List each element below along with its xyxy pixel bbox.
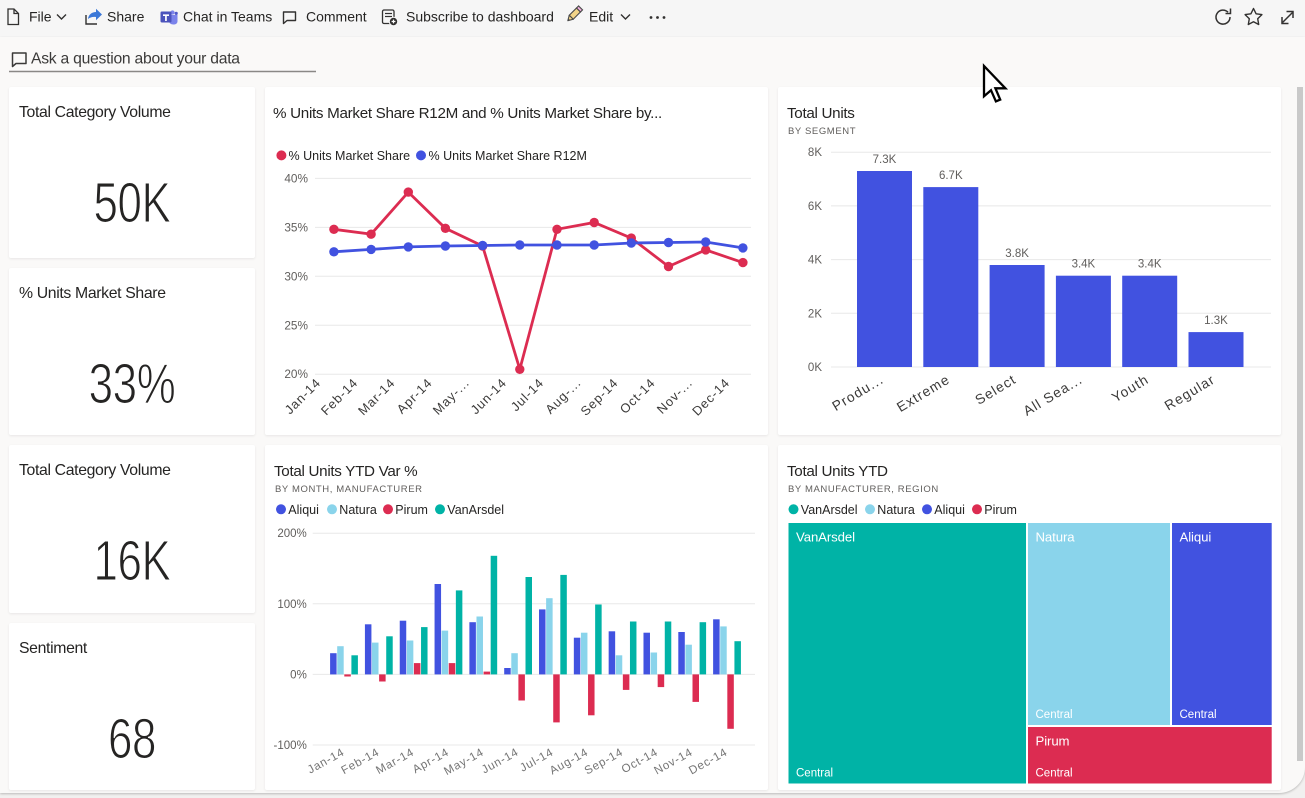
svg-text:20%: 20% [284,367,308,381]
svg-text:Youth: Youth [1109,372,1151,406]
svg-text:Natura: Natura [339,503,377,517]
svg-text:Edit: Edit [589,9,613,25]
svg-text:Natura: Natura [1036,530,1076,545]
svg-text:200%: 200% [277,528,306,540]
svg-text:Mar-14: Mar-14 [355,375,398,418]
svg-text:Select: Select [973,372,1019,408]
svg-text:File: File [29,9,52,25]
svg-text:Oct-14: Oct-14 [617,375,659,417]
svg-text:BY MONTH, MANUFACTURER: BY MONTH, MANUFACTURER [275,484,423,495]
svg-text:BY MANUFACTURER, REGION: BY MANUFACTURER, REGION [788,484,939,495]
svg-text:May-14: May-14 [442,746,486,778]
svg-text:VanArsdel: VanArsdel [447,503,504,517]
svg-text:Central: Central [796,768,833,780]
svg-text:Jan-14: Jan-14 [282,375,324,417]
svg-text:Ask a question about your data: Ask a question about your data [31,51,240,68]
svg-text:Share: Share [107,9,145,25]
svg-text:Total Units YTD Var %: Total Units YTD Var % [274,463,417,480]
svg-text:Feb-14: Feb-14 [339,746,382,778]
svg-text:May-...: May-... [430,375,473,418]
svg-text:Aliqui: Aliqui [288,503,319,517]
svg-text:Natura: Natura [877,503,915,517]
svg-text:35%: 35% [284,220,308,234]
svg-text:100%: 100% [277,599,306,611]
svg-text:Pirum: Pirum [395,503,428,517]
svg-text:Apr-14: Apr-14 [394,375,436,417]
svg-text:Pirum: Pirum [984,503,1017,517]
svg-text:1.3K: 1.3K [1204,315,1228,327]
svg-text:3.4K: 3.4K [1072,259,1096,271]
svg-text:6.7K: 6.7K [939,170,963,182]
svg-text:30%: 30% [284,269,308,283]
svg-text:Dec-14: Dec-14 [687,746,730,778]
svg-text:Jun-14: Jun-14 [479,746,521,777]
svg-text:Dec-14: Dec-14 [689,375,733,419]
svg-text:Total Units YTD: Total Units YTD [787,463,888,480]
svg-text:Extreme: Extreme [894,372,952,415]
svg-text:Pirum: Pirum [1036,734,1070,749]
svg-text:3.4K: 3.4K [1138,259,1162,271]
svg-text:0K: 0K [808,362,822,374]
svg-text:Mar-14: Mar-14 [374,746,417,778]
svg-text:-100%: -100% [274,740,307,752]
svg-text:Comment: Comment [306,9,367,25]
svg-text:VanArsdel: VanArsdel [796,530,855,545]
svg-text:Total Units: Total Units [787,105,855,122]
svg-text:% Units Market Share R12M: % Units Market Share R12M [429,149,587,163]
svg-text:Subscribe to dashboard: Subscribe to dashboard [406,9,554,25]
svg-text:Aliqui: Aliqui [1180,530,1212,545]
svg-text:8K: 8K [808,147,822,159]
svg-text:Aug-14: Aug-14 [547,746,590,778]
svg-text:All Sea...: All Sea... [1021,372,1085,419]
svg-text:Aliqui: Aliqui [934,503,965,517]
svg-text:2K: 2K [808,308,822,320]
svg-text:Central: Central [1036,709,1073,721]
svg-text:VanArsdel: VanArsdel [801,503,858,517]
svg-text:BY SEGMENT: BY SEGMENT [788,126,856,137]
svg-text:Feb-14: Feb-14 [318,375,361,418]
svg-text:Produ...: Produ... [830,372,887,414]
svg-text:Sep-14: Sep-14 [577,375,621,419]
svg-text:% Units Market Share: % Units Market Share [289,149,411,163]
svg-text:3.8K: 3.8K [1005,248,1029,260]
svg-text:7.3K: 7.3K [873,154,897,166]
svg-text:6K: 6K [808,201,822,213]
svg-text:Regular: Regular [1162,372,1218,414]
svg-text:Central: Central [1036,768,1073,780]
svg-text:Central: Central [1180,709,1217,721]
svg-text:% Units Market Share R12M and: % Units Market Share R12M and % Units Ma… [273,105,662,122]
svg-text:25%: 25% [284,318,308,332]
svg-text:40%: 40% [284,171,308,185]
svg-text:Jan-14: Jan-14 [305,746,347,777]
svg-text:4K: 4K [808,255,822,267]
svg-text:Aug-...: Aug-... [542,375,584,417]
svg-text:Nov-...: Nov-... [654,375,696,417]
svg-text:Chat in Teams: Chat in Teams [183,9,272,25]
svg-text:Jun-14: Jun-14 [467,375,509,417]
svg-text:Sep-14: Sep-14 [582,746,625,778]
svg-text:0%: 0% [290,669,307,681]
svg-text:Nov-14: Nov-14 [652,746,695,778]
svg-text:Jul-14: Jul-14 [508,375,547,414]
